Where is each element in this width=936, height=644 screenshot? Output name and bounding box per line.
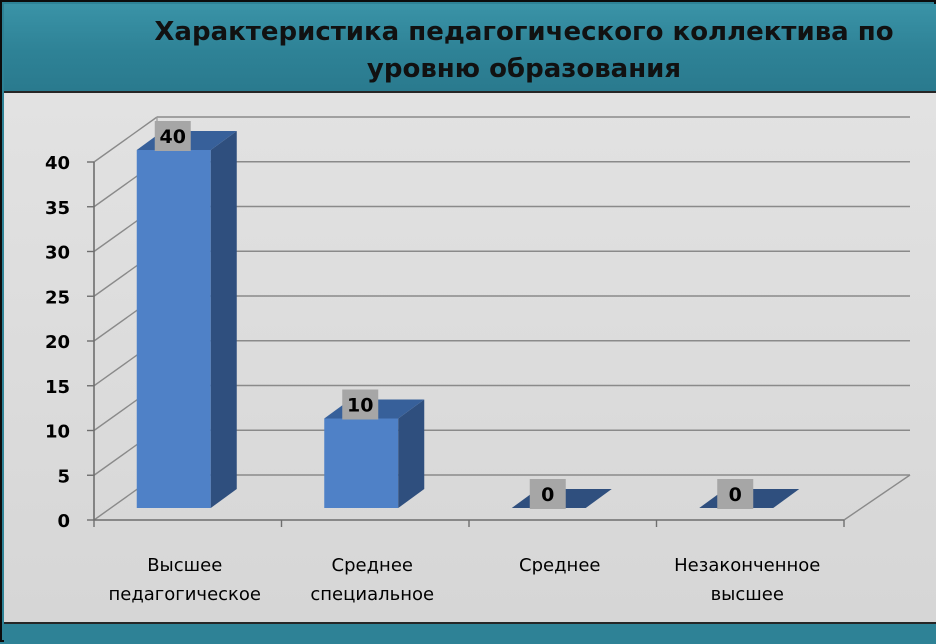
bar-front <box>324 418 399 508</box>
title-band: Характеристика педагогического коллектив… <box>4 4 936 93</box>
data-label: 10 <box>347 395 373 417</box>
bar-front <box>136 150 211 508</box>
data-label-box <box>154 121 191 151</box>
y-tick-label: 25 <box>45 287 70 308</box>
y-tick-label: 40 <box>45 153 70 174</box>
y-tick-label: 5 <box>57 466 70 487</box>
data-label-box <box>342 389 379 420</box>
bar-side <box>210 131 237 508</box>
category-label: Среднее <box>519 555 600 576</box>
category-label: педагогическое <box>108 584 261 605</box>
category-label: специальное <box>310 584 434 605</box>
chart-title: Характеристика педагогического коллектив… <box>154 17 894 84</box>
category-label: Незаконченное <box>674 555 820 576</box>
y-tick-label: 0 <box>57 511 70 532</box>
y-tick-label: 20 <box>45 332 70 353</box>
y-tick-label: 10 <box>45 422 70 443</box>
data-label: 0 <box>541 484 554 506</box>
y-tick-label: 35 <box>45 198 70 219</box>
y-tick-label: 15 <box>45 377 70 398</box>
category-label: высшее <box>711 584 784 605</box>
depth-gridline <box>93 116 158 163</box>
bottom-band <box>4 622 936 644</box>
y-tick-label: 30 <box>45 243 70 264</box>
data-label-box <box>529 479 566 509</box>
bar-side <box>398 399 425 508</box>
category-label: Высшее <box>147 555 222 576</box>
category-label: Среднее <box>332 555 413 576</box>
data-label: 0 <box>729 484 742 506</box>
data-label: 40 <box>160 126 186 148</box>
data-label-box <box>717 479 754 509</box>
floor-right-line <box>843 474 911 521</box>
